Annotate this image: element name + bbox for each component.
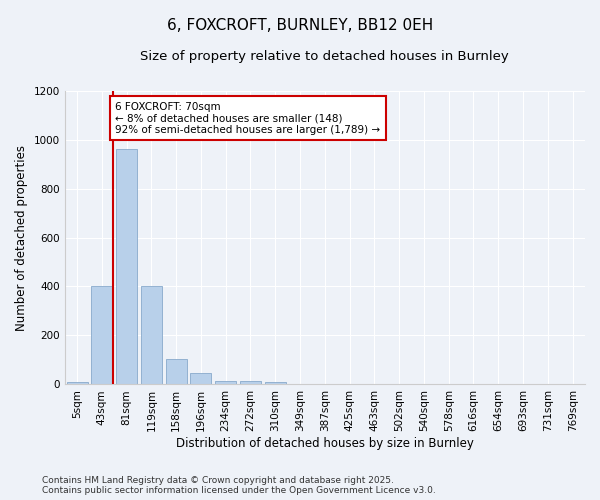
Bar	[91, 286, 112, 384]
Bar	[166, 358, 187, 384]
Bar	[190, 374, 211, 384]
Bar	[141, 286, 162, 384]
Text: Contains HM Land Registry data © Crown copyright and database right 2025.
Contai: Contains HM Land Registry data © Crown c…	[42, 476, 436, 495]
Bar	[67, 382, 88, 384]
Y-axis label: Number of detached properties: Number of detached properties	[15, 144, 28, 330]
Text: 6, FOXCROFT, BURNLEY, BB12 0EH: 6, FOXCROFT, BURNLEY, BB12 0EH	[167, 18, 433, 32]
Text: 6 FOXCROFT: 70sqm
← 8% of detached houses are smaller (148)
92% of semi-detached: 6 FOXCROFT: 70sqm ← 8% of detached house…	[115, 102, 380, 135]
Title: Size of property relative to detached houses in Burnley: Size of property relative to detached ho…	[140, 50, 509, 63]
Bar	[240, 381, 261, 384]
Bar	[116, 150, 137, 384]
Bar	[265, 382, 286, 384]
Bar	[215, 381, 236, 384]
X-axis label: Distribution of detached houses by size in Burnley: Distribution of detached houses by size …	[176, 437, 474, 450]
